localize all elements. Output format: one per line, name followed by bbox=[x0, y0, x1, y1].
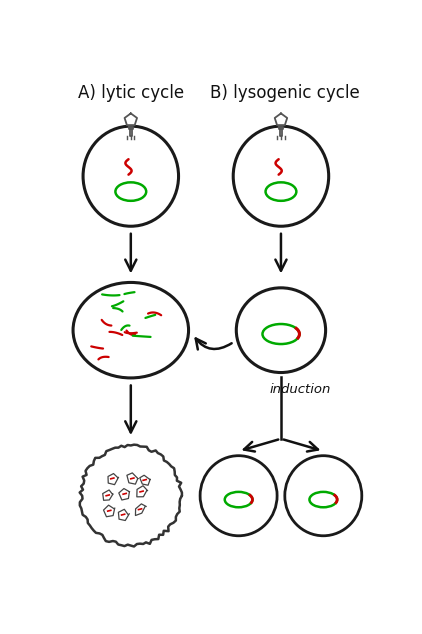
Text: induction: induction bbox=[269, 383, 331, 396]
Text: A) lytic cycle: A) lytic cycle bbox=[78, 84, 184, 102]
Text: B) lysogenic cycle: B) lysogenic cycle bbox=[210, 84, 360, 102]
